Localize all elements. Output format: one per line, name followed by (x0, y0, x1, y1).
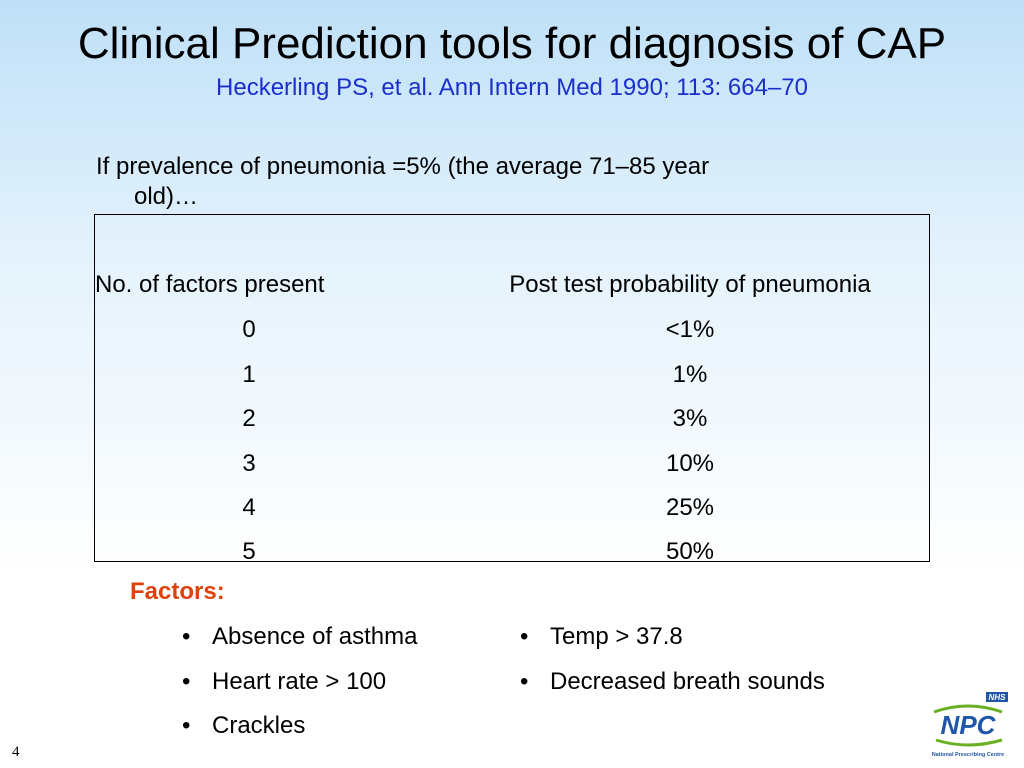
logo-name: NPC (941, 710, 997, 740)
cell-probability: 3% (672, 405, 708, 432)
intro-line-1: If prevalence of pneumonia =5% (the aver… (96, 153, 710, 180)
header-factors: No. of factors present (95, 271, 325, 298)
bullet-icon: • (520, 623, 529, 650)
nhs-badge-bg (986, 692, 1008, 702)
npc-logo: NHS NPC National Prescribing Centre (932, 692, 1008, 758)
bullet-icon: • (182, 668, 191, 695)
cell-factors: 1 (242, 361, 256, 388)
table-row: 1 1% (95, 360, 929, 390)
table-row: 3 10% (95, 449, 929, 479)
factors-heading: Factors: (130, 578, 225, 605)
cell-factors: 3 (242, 450, 256, 477)
page-number: 4 (12, 744, 20, 760)
table-row: 0 <1% (95, 315, 929, 345)
slide-title: Clinical Prediction tools for diagnosis … (77, 19, 947, 68)
factor-label: Crackles (212, 712, 306, 739)
slide-subtitle: Heckerling PS, et al. Ann Intern Med 199… (216, 74, 808, 101)
bullet-icon: • (520, 668, 529, 695)
nhs-badge-text: NHS (989, 693, 1007, 702)
factor-label: Temp > 37.8 (550, 623, 683, 650)
list-item: • Decreased breath sounds (520, 667, 825, 697)
cell-probability: <1% (665, 316, 715, 343)
cell-factors: 4 (242, 494, 256, 521)
list-item: • Crackles (182, 711, 305, 741)
factor-label: Decreased breath sounds (550, 668, 825, 695)
factor-label: Heart rate > 100 (212, 668, 387, 695)
list-item: • Absence of asthma (182, 622, 417, 652)
intro-text: If prevalence of pneumonia =5% (the aver… (96, 152, 856, 212)
factor-label: Absence of asthma (212, 623, 418, 650)
bullet-icon: • (182, 623, 191, 650)
intro-line-2: old)… (134, 183, 199, 210)
probability-table: No. of factors present Post test probabi… (94, 214, 930, 565)
logo-swoosh-lower (935, 738, 1003, 747)
list-item: • Heart rate > 100 (182, 667, 386, 697)
cell-factors: 0 (242, 316, 256, 343)
table-row: 5 50% (95, 537, 929, 567)
header-probability: Post test probability of pneumonia (509, 271, 871, 298)
cell-probability: 10% (665, 450, 715, 477)
cell-factors: 2 (242, 405, 256, 432)
table-header-row: No. of factors present Post test probabi… (95, 271, 929, 301)
cell-probability: 50% (665, 538, 715, 565)
table-row: 4 25% (95, 493, 929, 523)
cell-probability: 25% (665, 494, 715, 521)
bullet-icon: • (182, 712, 191, 739)
logo-caption: National Prescribing Centre (932, 752, 1004, 758)
logo-swoosh (933, 704, 1003, 714)
cell-factors: 5 (242, 538, 256, 565)
cell-probability: 1% (672, 361, 708, 388)
list-item: • Temp > 37.8 (520, 622, 683, 652)
table-row: 2 3% (95, 404, 929, 434)
